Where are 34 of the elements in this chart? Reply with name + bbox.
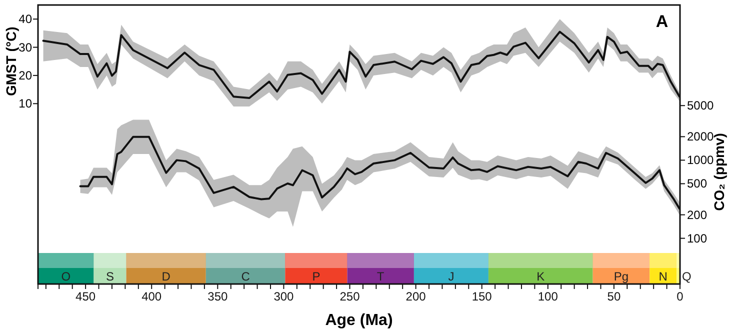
band-label: P [312,270,320,284]
band-label: J [448,270,454,284]
y2-tick-label: 5000 [687,98,714,113]
x-tick-label: 50 [607,290,621,304]
x-tick-label: 350 [208,290,228,304]
band-label: Q [682,270,692,284]
y2-tick-label: 2000 [687,130,714,144]
x-tick-label: 250 [340,290,360,304]
annotation: A [656,12,668,31]
band-label: Pg [614,270,629,284]
y-tick-label: 10 [18,96,32,111]
x-tick-label: 200 [406,290,426,304]
x-tick-label: 100 [538,290,558,304]
band-label: N [658,270,668,284]
x-tick-label: 450 [76,290,96,304]
x-tick-label: 300 [274,290,294,304]
y2-tick-label: 100 [687,231,708,246]
x-tick-label: 400 [142,290,162,304]
band-label: D [162,270,171,284]
x-tick-label: 0 [676,290,684,304]
band-label: T [376,270,385,284]
y-axis-title: GMST (°C) [3,26,19,96]
y2-tick-label: 200 [687,208,708,222]
y-tick-label: 30 [18,40,32,54]
band-label: C [241,270,250,284]
x-axis-title: Age (Ma) [325,312,393,329]
band-label: S [106,270,114,284]
y2-tick-label: 500 [687,176,708,191]
y-tick-label: 40 [18,12,32,26]
x-tick-label: 150 [472,290,492,304]
band-label: O [61,270,71,284]
y2-tick-label: 1000 [687,153,714,168]
y-tick-label: 20 [18,68,32,82]
band-label: K [536,270,545,284]
